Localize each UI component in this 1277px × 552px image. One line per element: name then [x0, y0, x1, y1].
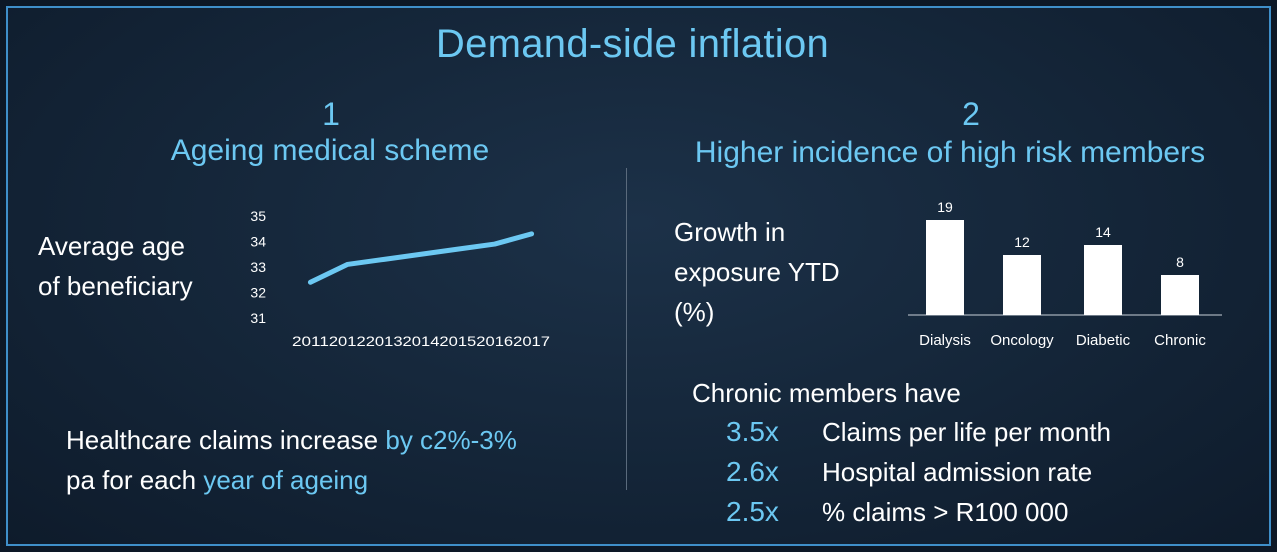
- growth-exposure-label-line-1: Growth in: [674, 217, 786, 247]
- average-age-series-line: [307, 231, 535, 285]
- data-point: [381, 257, 387, 262]
- x-tick-label: 2011: [292, 333, 329, 349]
- section-divider: [626, 168, 627, 490]
- bar-dialysis: [926, 220, 964, 315]
- average-age-label-line-2: of beneficiary: [38, 271, 193, 301]
- section-number-2: 2: [962, 96, 980, 132]
- chronic-members-title: Chronic members have: [692, 378, 961, 408]
- bar-category-label: Dialysis: [919, 332, 971, 349]
- bar-value-label: 12: [1014, 234, 1030, 250]
- claims-text-highlight1: by c2%-3%: [385, 425, 517, 455]
- bar-chronic: [1161, 275, 1199, 315]
- stat-description: Claims per life per month: [822, 417, 1111, 447]
- average-age-line-chart: 31 32 33 34 35 2011 2012 2013 2014 2015 2016 2017: [250, 208, 550, 349]
- x-tick-label: 2016: [476, 333, 513, 349]
- claims-increase-note: Healthcare claims increase by c2%-3% pa …: [66, 420, 517, 500]
- stat-row-admission: 2.6x Hospital admission rate: [726, 456, 1092, 488]
- growth-exposure-bar-chart: 19 Dialysis 12 Oncology 14 Diabetic 8 Chronic: [908, 199, 1222, 349]
- claims-text-part2: pa for each: [66, 465, 204, 495]
- bar-value-label: 14: [1095, 224, 1111, 240]
- bar-category-label: Chronic: [1154, 332, 1206, 349]
- x-tick-label: 2013: [366, 333, 403, 349]
- claims-text-part1: Healthcare claims increase: [66, 425, 386, 455]
- x-tick-label: 2012: [329, 333, 366, 349]
- slide-frame: [6, 6, 1271, 546]
- data-point: [345, 262, 350, 267]
- section-number-1: 1: [322, 96, 340, 132]
- section-subtitle-ageing: Ageing medical scheme: [170, 134, 490, 167]
- bar-value-label: 8: [1176, 254, 1184, 270]
- growth-exposure-label-line-3: (%): [674, 297, 715, 327]
- stat-description: Hospital admission rate: [822, 457, 1093, 487]
- growth-exposure-label-line-2: exposure YTD: [674, 257, 840, 287]
- stat-multiplier: 2.5x: [726, 496, 779, 527]
- bar-value-label: 19: [937, 199, 953, 215]
- data-point: [455, 246, 461, 252]
- stat-description: % claims > R100 000: [822, 497, 1069, 527]
- data-point: [492, 241, 497, 247]
- stat-row-large-claims: 2.5x % claims > R100 000: [726, 496, 1068, 528]
- average-age-label: Average age of beneficiary: [38, 226, 193, 306]
- y-tick-label: 32: [250, 285, 266, 301]
- data-point: [308, 280, 313, 285]
- x-tick-label: 2015: [439, 333, 476, 349]
- stat-row-claims: 3.5x Claims per life per month: [726, 416, 1111, 448]
- page-title: Demand-side inflation: [435, 22, 830, 66]
- data-point: [418, 252, 424, 257]
- bar-category-label: Oncology: [990, 332, 1054, 349]
- bar-category-label: Diabetic: [1076, 332, 1131, 349]
- y-tick-label: 34: [250, 234, 266, 250]
- x-tick-label: 2014: [403, 333, 440, 349]
- bar-oncology: [1003, 255, 1041, 315]
- stat-multiplier: 3.5x: [726, 416, 779, 447]
- x-tick-label: 2017: [513, 333, 550, 349]
- section-subtitle-high-risk: Higher incidence of high risk members: [694, 136, 1206, 169]
- claims-text-highlight2: year of ageing: [203, 465, 369, 495]
- growth-exposure-label: Growth in exposure YTD (%): [674, 212, 840, 332]
- y-tick-label: 31: [250, 310, 266, 326]
- y-tick-label: 35: [250, 208, 266, 224]
- average-age-label-line-1: Average age: [38, 231, 185, 261]
- data-point: [529, 231, 534, 237]
- bar-diabetic: [1084, 245, 1122, 315]
- stat-multiplier: 2.6x: [726, 456, 779, 487]
- y-tick-label: 33: [250, 259, 266, 275]
